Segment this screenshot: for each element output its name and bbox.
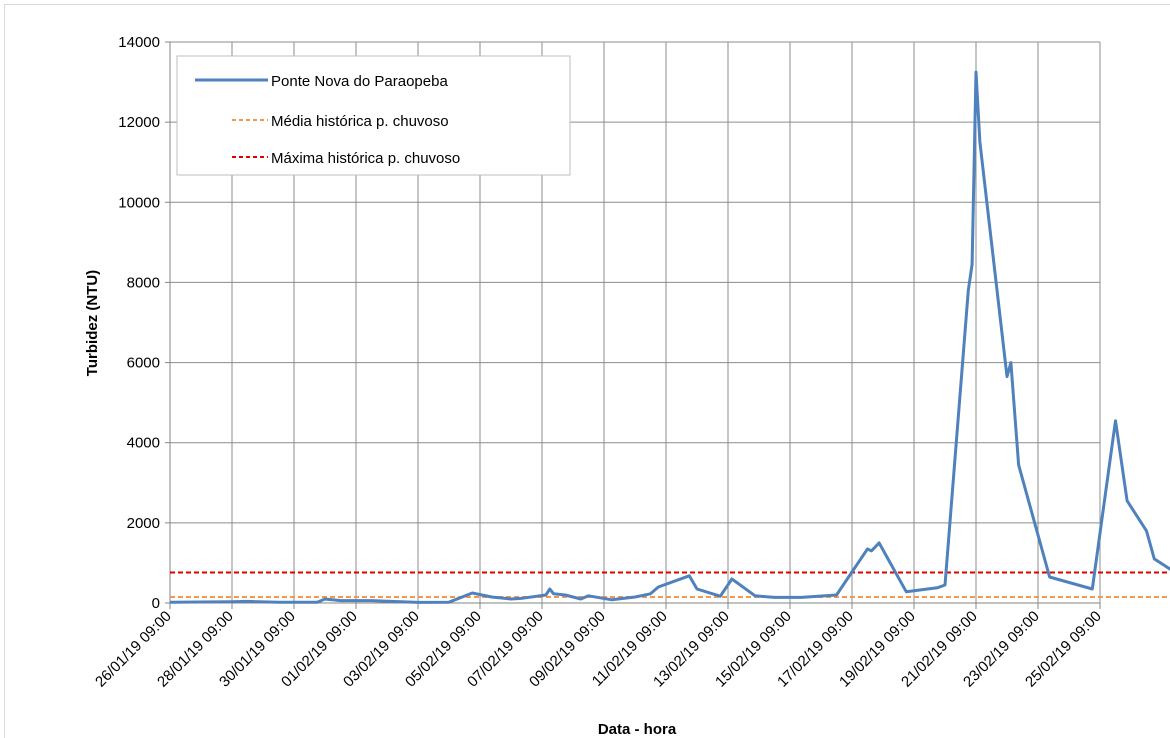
y-tick-labels: 0 2000 4000 6000 8000 10000 12000 14000 (118, 34, 160, 612)
y-tick-label: 2000 (127, 515, 160, 532)
y-tick-label: 14000 (118, 34, 160, 51)
chart-frame (4, 4, 1170, 738)
legend: Ponte Nova do Paraopeba Média histórica … (176, 55, 571, 176)
legend-label-ponte-nova: Ponte Nova do Paraopeba (271, 73, 448, 90)
y-tick-label: 0 (152, 595, 160, 612)
legend-label-maxima: Máxima histórica p. chuvoso (271, 150, 460, 167)
y-tick-label: 4000 (127, 435, 160, 452)
axes (165, 41, 1101, 609)
series-lines (169, 70, 1170, 604)
legend-box (176, 55, 571, 176)
series-line-ponte-nova (169, 70, 1170, 604)
x-axis-title: Data - hora (598, 721, 677, 738)
gridlines (170, 41, 1101, 603)
y-tick-label: 8000 (127, 274, 160, 291)
y-tick-label: 12000 (118, 114, 160, 131)
legend-label-media: Média histórica p. chuvoso (271, 113, 449, 130)
y-axis-title: Turbidez (NTU) (84, 270, 101, 376)
y-tick-label: 10000 (118, 194, 160, 211)
y-tick-label: 6000 (127, 355, 160, 372)
